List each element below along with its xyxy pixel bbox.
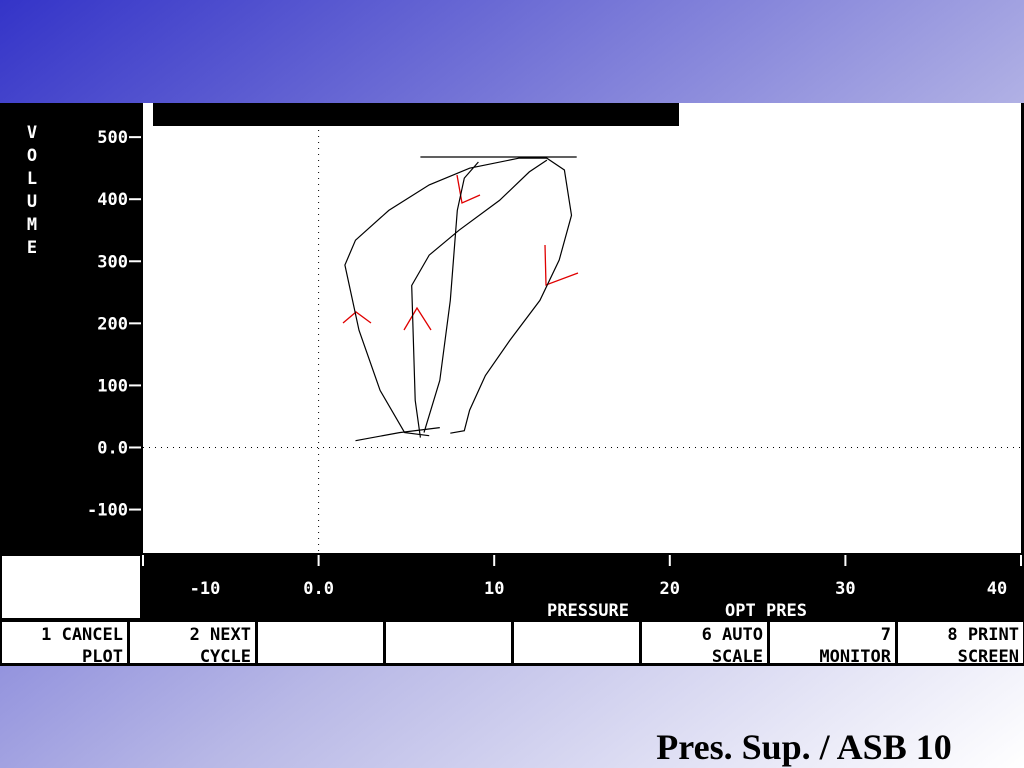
softkey-label: 7	[881, 625, 891, 645]
arrow	[342, 311, 372, 324]
softkey-label: 2 NEXT	[190, 625, 251, 645]
softkey	[512, 620, 641, 665]
y-tick-label: 300	[97, 252, 128, 272]
x-tick-label: 40	[987, 579, 1007, 599]
x-tick-label: 30	[835, 579, 855, 599]
y-tick-label: 200	[97, 314, 128, 334]
header-bar	[153, 103, 679, 126]
y-tick-label: -100	[87, 501, 128, 521]
y-tick-label: 400	[97, 190, 128, 210]
y-tick-label: 0.0	[97, 438, 128, 458]
softkey-label: 8 PRINT	[947, 625, 1019, 645]
corner-box	[2, 556, 140, 618]
softkey	[384, 620, 513, 665]
softkey-label: SCALE	[712, 647, 763, 667]
y-tick-label: 500	[97, 128, 128, 148]
x-tick-label: -10	[190, 579, 221, 599]
x-tick-label: 10	[484, 579, 504, 599]
softkey-label: MONITOR	[819, 647, 891, 667]
softkey-label: SCREEN	[958, 647, 1019, 667]
x-tick-label: 20	[660, 579, 680, 599]
softkey	[256, 620, 385, 665]
arrow	[456, 174, 481, 204]
softkey	[0, 620, 129, 665]
caption: Pres. Sup. / ASB 10	[656, 727, 951, 767]
y-tick-label: 100	[97, 376, 128, 396]
arrow	[544, 244, 579, 286]
mode-label: OPT PRES	[725, 601, 807, 621]
flow-arrows	[342, 174, 579, 331]
softkey	[896, 620, 1024, 665]
x-axis-title: PRESSURE	[547, 601, 629, 621]
x-tick-label: 0.0	[303, 579, 334, 599]
plot-area	[143, 103, 1021, 553]
softkey	[768, 620, 897, 665]
softkey-label: 6 AUTO	[702, 625, 763, 645]
softkey-label: 1 CANCEL	[41, 625, 123, 645]
pv-loop	[344, 156, 577, 442]
softkey-label: CYCLE	[200, 647, 251, 667]
arrow	[403, 306, 432, 331]
softkey-label: PLOT	[82, 647, 123, 667]
